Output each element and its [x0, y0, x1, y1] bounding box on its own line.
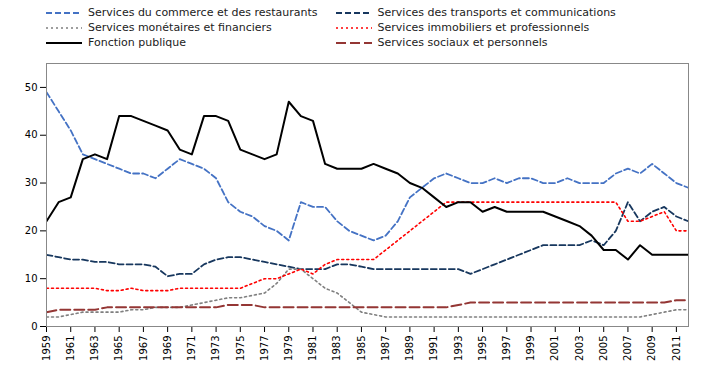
svg-text:20: 20	[25, 225, 38, 236]
svg-text:1959: 1959	[41, 336, 52, 361]
svg-text:1993: 1993	[453, 336, 464, 361]
svg-text:1981: 1981	[307, 336, 318, 361]
svg-text:2007: 2007	[622, 336, 633, 361]
svg-text:2001: 2001	[549, 336, 560, 361]
svg-text:2009: 2009	[646, 336, 657, 361]
svg-text:1969: 1969	[162, 336, 173, 361]
svg-text:1999: 1999	[525, 336, 536, 361]
svg-text:1963: 1963	[89, 336, 100, 361]
svg-text:1989: 1989	[404, 336, 415, 361]
svg-text:1995: 1995	[477, 336, 488, 361]
html-text:Services monétaires et financi: Services monétaires et financiers	[88, 21, 272, 34]
svg-text:30: 30	[25, 177, 38, 188]
svg-text:1991: 1991	[428, 336, 439, 361]
svg-text:1987: 1987	[380, 336, 391, 361]
svg-text:1997: 1997	[501, 336, 512, 361]
svg-text:1961: 1961	[65, 336, 76, 361]
svg-text:1979: 1979	[283, 336, 294, 361]
html-text:Fonction publique: Fonction publique	[88, 36, 186, 49]
html-text:Services sociaux et personnels: Services sociaux et personnels	[377, 36, 548, 49]
svg-text:1983: 1983	[331, 336, 342, 361]
svg-text:1973: 1973	[210, 336, 221, 361]
svg-text:2003: 2003	[574, 336, 585, 361]
svg-text:1975: 1975	[235, 336, 246, 361]
svg-text:1965: 1965	[113, 336, 124, 361]
svg-text:1985: 1985	[356, 336, 367, 361]
svg-text:1971: 1971	[186, 336, 197, 361]
svg-text:40: 40	[25, 129, 38, 140]
svg-text:1967: 1967	[138, 336, 149, 361]
svg-text:2011: 2011	[671, 336, 682, 361]
svg-text:50: 50	[25, 82, 38, 93]
html-text:Services du commerce et des re: Services du commerce et des restaurants	[88, 6, 318, 19]
svg-text:10: 10	[25, 273, 38, 284]
svg-text:2005: 2005	[598, 336, 609, 361]
svg-text:0: 0	[31, 321, 37, 332]
svg-text:1977: 1977	[259, 336, 270, 361]
html-text:Services immobiliers et profes: Services immobiliers et professionnels	[377, 21, 590, 34]
html-text:Services des transports et com: Services des transports et communication…	[377, 6, 616, 19]
